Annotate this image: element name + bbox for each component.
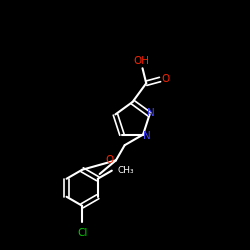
Text: OH: OH (133, 56, 149, 66)
Text: O: O (161, 74, 170, 85)
Text: O: O (106, 155, 114, 165)
Text: N: N (143, 131, 151, 141)
Text: Cl: Cl (77, 228, 87, 237)
Text: CH₃: CH₃ (117, 166, 134, 175)
Text: N: N (147, 108, 155, 118)
